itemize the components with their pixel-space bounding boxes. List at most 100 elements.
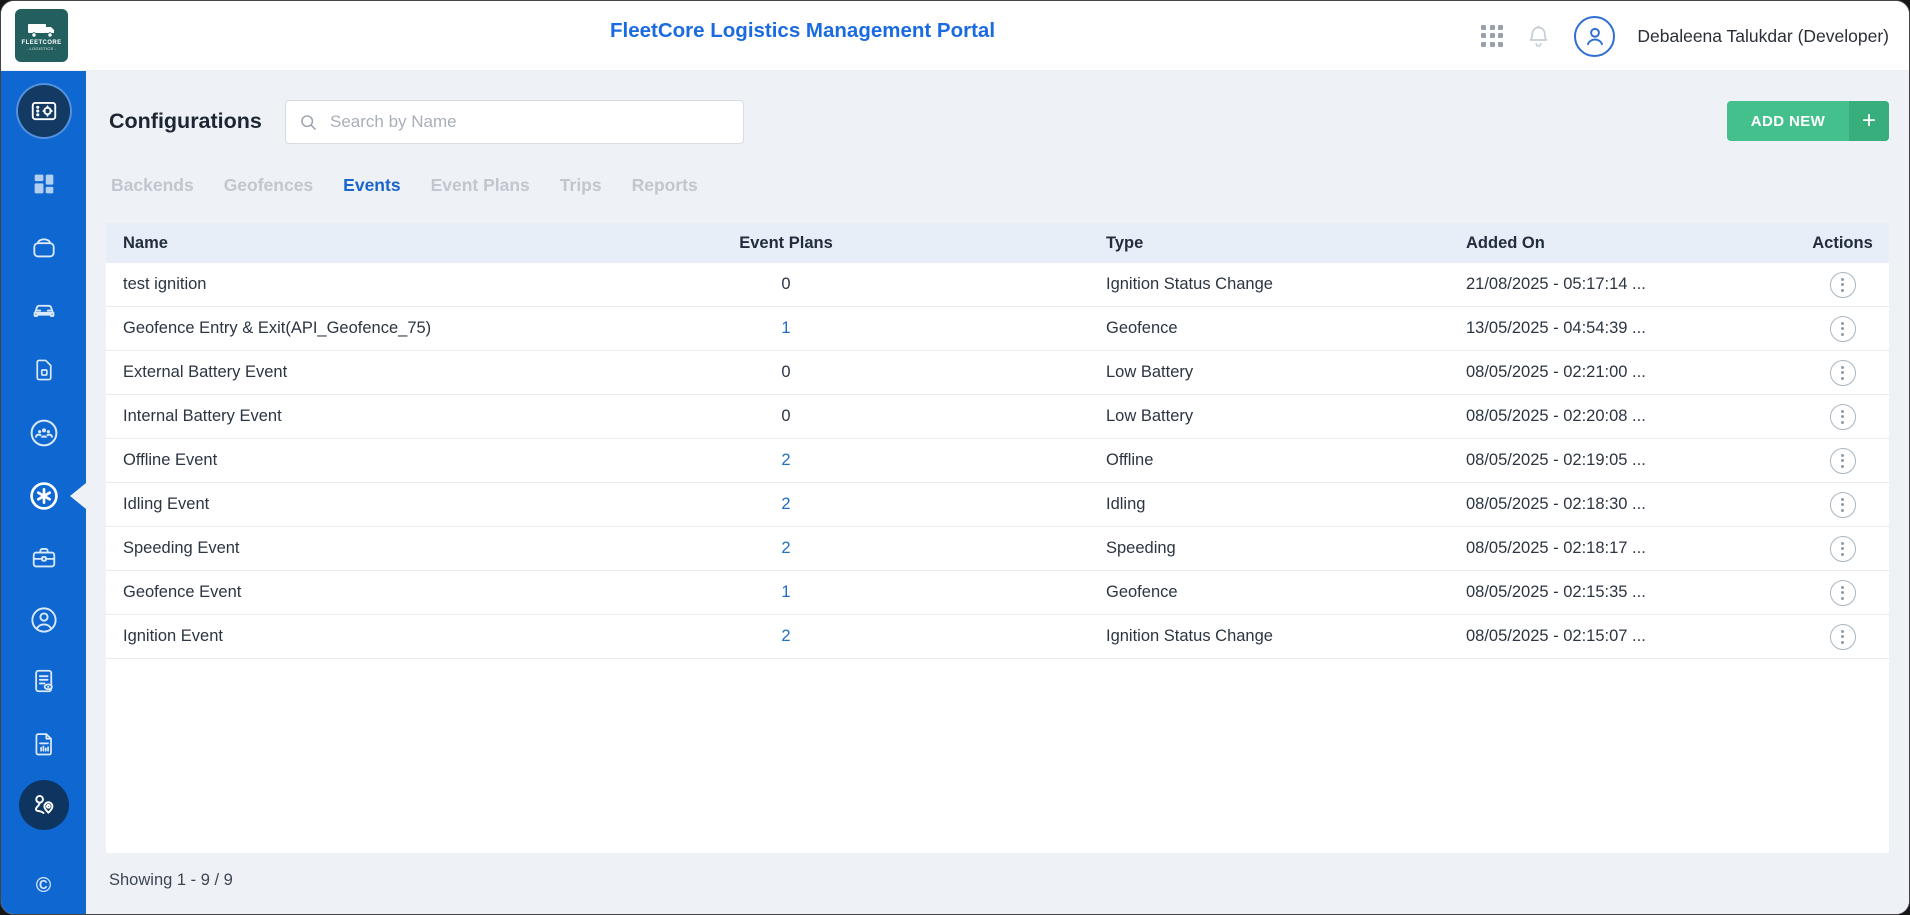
tab-geofences[interactable]: Geofences xyxy=(223,175,314,195)
sidebar-item-teams[interactable] xyxy=(28,417,60,449)
event-name: Geofence Event xyxy=(123,583,242,601)
sidebar-item-devices[interactable] xyxy=(29,234,58,263)
event-plans-link[interactable]: 2 xyxy=(781,451,791,469)
configurations-heading: Configurations xyxy=(109,109,262,133)
sidebar-item-vehicles[interactable] xyxy=(29,294,59,324)
event-plans-link[interactable]: 2 xyxy=(781,627,791,645)
search-input[interactable] xyxy=(328,111,731,133)
asterisk-circle-icon xyxy=(28,480,60,512)
sidebar-item-sim-cards[interactable] xyxy=(30,357,57,384)
actions-cell xyxy=(1796,315,1889,342)
notifications-bell-icon[interactable] xyxy=(1525,23,1552,50)
logo-line1: FLEETCORE xyxy=(21,39,62,46)
actions-cell xyxy=(1796,447,1889,474)
row-actions-menu-icon[interactable] xyxy=(1829,315,1856,342)
car-icon xyxy=(29,294,59,324)
event-type: Low Battery xyxy=(1106,363,1194,381)
event-plans-link[interactable]: 2 xyxy=(781,539,791,557)
truck-icon xyxy=(27,23,54,38)
events-table-card: Name Event Plans Type Added On Actions test … xyxy=(106,223,1889,853)
table-row: Ignition Event 2 Ignition Status Change 08/… xyxy=(106,615,1889,659)
table-header-row: Name Event Plans Type Added On Actions xyxy=(106,223,1889,263)
row-actions-menu-icon[interactable] xyxy=(1829,491,1856,518)
search-icon xyxy=(301,114,316,130)
add-new-button[interactable]: ADD NEW + xyxy=(1727,101,1889,141)
person-circle-icon xyxy=(29,605,59,635)
user-avatar-icon[interactable] xyxy=(1574,15,1616,57)
event-name: External Battery Event xyxy=(123,363,288,381)
table-row: Offline Event 2 Offline 08/05/2025 - 02:19:… xyxy=(106,439,1889,483)
people-group-icon xyxy=(28,417,60,449)
actions-cell xyxy=(1796,491,1889,518)
event-name: Ignition Event xyxy=(123,627,223,645)
actions-cell xyxy=(1796,403,1889,430)
row-actions-menu-icon[interactable] xyxy=(1829,447,1856,474)
table-row: Geofence Entry & Exit(API_Geofence_75) 1 G… xyxy=(106,307,1889,351)
route-pins-icon xyxy=(28,790,59,821)
sidebar-item-reports[interactable] xyxy=(30,730,58,758)
header-actions: Debaleena Talukdar (Developer) xyxy=(1481,1,1889,71)
event-plans-count: 0 xyxy=(781,363,791,381)
sidebar-item-events[interactable] xyxy=(28,480,60,512)
page-title: FleetCore Logistics Management Portal xyxy=(610,19,996,42)
row-actions-menu-icon[interactable] xyxy=(1829,359,1856,386)
event-plans-count: 2 xyxy=(666,539,906,558)
event-name: Internal Battery Event xyxy=(123,407,282,425)
tab-reports[interactable]: Reports xyxy=(631,175,698,195)
toolbox-icon xyxy=(29,544,58,573)
search-box xyxy=(285,100,744,144)
column-header-name: Name xyxy=(123,233,168,252)
event-name: Speeding Event xyxy=(123,539,240,557)
table-row: External Battery Event 0 Low Battery 08/05/… xyxy=(106,351,1889,395)
table-row: Geofence Event 1 Geofence 08/05/2025 - 02:1… xyxy=(106,571,1889,615)
actions-cell xyxy=(1796,359,1889,386)
sidebar-item-audit-logs[interactable] xyxy=(29,667,58,696)
apps-grid-icon[interactable] xyxy=(1481,25,1504,47)
sidebar-nav: © xyxy=(1,71,86,914)
event-plans-count: 0 xyxy=(781,407,791,425)
sidebar-item-copyright[interactable]: © xyxy=(36,874,51,898)
actions-cell xyxy=(1796,579,1889,606)
sim-card-icon xyxy=(30,357,57,384)
event-type: Speeding xyxy=(1106,539,1176,557)
tab-backends[interactable]: Backends xyxy=(111,175,194,195)
added-on-date: 08/05/2025 - 02:15:35 ... xyxy=(1466,583,1646,601)
event-plans-link[interactable]: 1 xyxy=(781,583,791,601)
sidebar-item-drivers[interactable] xyxy=(29,605,59,635)
sidebar-item-configurations[interactable] xyxy=(17,85,70,137)
plus-icon: + xyxy=(1849,101,1889,141)
row-actions-menu-icon[interactable] xyxy=(1829,271,1856,298)
row-actions-menu-icon[interactable] xyxy=(1829,535,1856,562)
fleetcore-logo[interactable]: FLEETCORE - LOGISTICS - xyxy=(15,9,68,62)
event-type: Ignition Status Change xyxy=(1106,627,1273,645)
tab-trips[interactable]: Trips xyxy=(559,175,602,195)
event-name: Idling Event xyxy=(123,495,210,513)
dashboard-icon xyxy=(30,170,58,198)
main-content: Configurations ADD NEW + Backends Geofenc… xyxy=(86,71,1909,914)
event-plans-count: 2 xyxy=(666,627,906,646)
event-name: Offline Event xyxy=(123,451,218,469)
row-actions-menu-icon[interactable] xyxy=(1829,579,1856,606)
column-header-actions: Actions xyxy=(1812,233,1873,252)
tab-events[interactable]: Events xyxy=(343,175,401,195)
added-on-date: 08/05/2025 - 02:19:05 ... xyxy=(1466,451,1646,469)
event-type: Idling xyxy=(1106,495,1146,513)
row-actions-menu-icon[interactable] xyxy=(1829,403,1856,430)
add-new-label: ADD NEW xyxy=(1750,112,1826,130)
event-plans-count: 2 xyxy=(666,495,906,514)
user-name-label[interactable]: Debaleena Talukdar (Developer) xyxy=(1637,25,1889,46)
event-type: Ignition Status Change xyxy=(1106,275,1273,293)
tab-event-plans[interactable]: Event Plans xyxy=(430,175,530,195)
event-plans-link[interactable]: 1 xyxy=(781,319,791,337)
sidebar-item-trips[interactable] xyxy=(18,780,69,830)
table-row: Idling Event 2 Idling 08/05/2025 - 02:18:30… xyxy=(106,483,1889,527)
added-on-date: 08/05/2025 - 02:18:30 ... xyxy=(1466,495,1646,513)
event-plans-link[interactable]: 2 xyxy=(781,495,791,513)
event-plans-count: 1 xyxy=(666,583,906,602)
top-header-bar: FLEETCORE - LOGISTICS - FleetCore Logist… xyxy=(1,1,1909,71)
row-actions-menu-icon[interactable] xyxy=(1829,623,1856,650)
event-type: Geofence xyxy=(1106,319,1178,337)
sidebar-item-toolbox[interactable] xyxy=(29,544,58,573)
event-type: Offline xyxy=(1106,451,1154,469)
sidebar-item-dashboard[interactable] xyxy=(30,170,58,198)
